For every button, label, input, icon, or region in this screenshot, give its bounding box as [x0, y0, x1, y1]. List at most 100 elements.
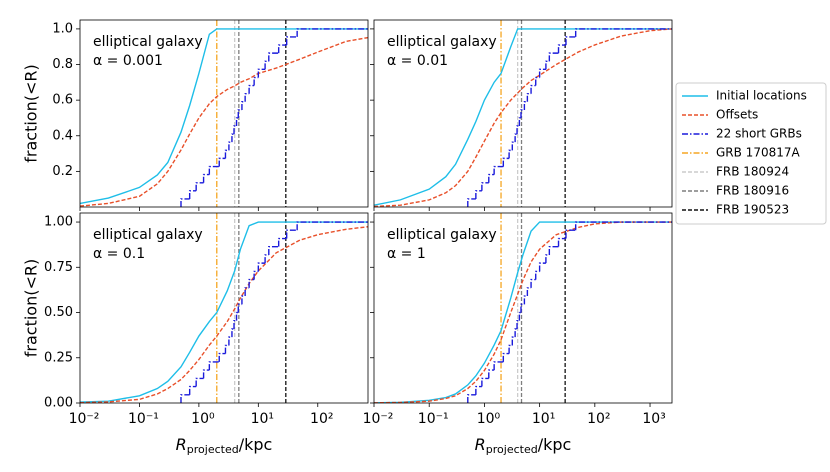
step-segment: [508, 149, 513, 159]
plot-area: [80, 20, 368, 207]
step-segment: [237, 109, 242, 118]
step-segment: [277, 237, 287, 247]
step-segment: [233, 125, 237, 135]
step-segment: [523, 295, 528, 305]
step-segment: [253, 270, 259, 280]
step-segment: [228, 141, 232, 151]
annotation: elliptical galaxy: [93, 34, 203, 50]
annotation: elliptical galaxy: [93, 227, 203, 243]
step-segment: [264, 60, 269, 70]
legend-label: FRB 180916: [716, 184, 789, 198]
step-segment: [511, 336, 516, 346]
y-tick-label: 0.25: [44, 350, 73, 365]
step-segment: [188, 190, 197, 199]
x-tick-label: 10²: [310, 411, 333, 427]
step-segment: [218, 157, 226, 167]
step-segment: [538, 68, 546, 78]
step-segment: [545, 60, 550, 70]
y-tick-label: 0.00: [44, 396, 73, 411]
axes-frame: [79, 19, 369, 208]
step-segment: [516, 319, 520, 329]
legend-label: GRB 170817A: [716, 146, 800, 160]
step-segment: [244, 93, 250, 102]
step-segment: [488, 369, 495, 379]
legend-label: Offsets: [716, 108, 758, 122]
step-segment: [535, 270, 540, 280]
step-segment: [180, 198, 190, 207]
y-axis-label: fraction(<R): [22, 64, 41, 162]
step-segment: [202, 173, 210, 183]
step-segment: [228, 336, 232, 346]
step-segment: [538, 262, 546, 272]
step-segment: [224, 344, 229, 354]
step-segment: [264, 254, 269, 264]
step-segment: [475, 385, 482, 395]
step-segment: [231, 133, 235, 143]
curve: [80, 28, 368, 205]
step-segment: [518, 117, 522, 126]
step-segment: [296, 221, 368, 231]
step-segment: [523, 101, 528, 110]
step-segment: [244, 287, 250, 297]
y-tick-label: 0.2: [52, 164, 73, 179]
annotation: α = 0.001: [93, 53, 163, 69]
step-segment: [268, 52, 279, 62]
step-segment: [224, 149, 229, 159]
step-segment: [548, 52, 559, 62]
step-segment: [493, 165, 504, 175]
x-axis-label: Rprojected/kpc: [475, 435, 572, 457]
x-label-symbol: R: [475, 435, 486, 454]
y-tick-label: 0.50: [44, 305, 73, 320]
step-segment: [277, 44, 287, 54]
legend-label: FRB 180924: [716, 165, 789, 179]
step-segment: [481, 182, 489, 191]
step-segment: [516, 125, 520, 135]
step-segment: [508, 344, 513, 354]
x-label-symbol: R: [176, 435, 187, 454]
step-segment: [511, 141, 516, 151]
curve: [374, 221, 672, 403]
step-segment: [535, 76, 540, 86]
step-segment: [526, 287, 532, 297]
axes-frame: [79, 212, 369, 404]
step-segment: [188, 385, 197, 395]
step-segment: [248, 84, 255, 94]
x-tick-label: 10⁻²: [69, 411, 100, 427]
step-segment: [502, 157, 510, 167]
annotation: elliptical galaxy: [387, 34, 497, 50]
x-tick-label: 10¹: [251, 411, 274, 427]
step-segment: [481, 377, 489, 387]
y-tick-label: 0.75: [44, 260, 73, 275]
y-tick-label: 0.4: [52, 128, 73, 143]
step-segment: [195, 182, 204, 191]
curve: [80, 226, 368, 403]
x-tick-label: 10⁰: [477, 411, 501, 427]
step-segment: [520, 303, 525, 313]
step-segment: [218, 352, 226, 362]
step-segment: [231, 328, 235, 338]
step-segment: [296, 28, 368, 37]
step-segment: [241, 295, 246, 305]
x-label-subscript: projected: [187, 443, 239, 456]
curve: [374, 28, 672, 206]
plot-area: [374, 213, 672, 403]
step-segment: [545, 254, 550, 264]
step-segment: [202, 369, 210, 379]
curve: [374, 28, 672, 207]
step-segment: [235, 311, 239, 321]
curve: [80, 36, 368, 207]
step-segment: [565, 36, 576, 46]
step-segment: [526, 93, 532, 102]
step-segment: [237, 303, 242, 313]
x-tick-label: 10⁻²: [363, 411, 394, 427]
x-label-subscript: projected: [486, 443, 538, 456]
y-tick-label: 1.00: [44, 215, 73, 230]
step-segment: [514, 328, 518, 338]
x-tick-label: 10³: [642, 411, 665, 427]
step-segment: [241, 101, 246, 110]
step-segment: [518, 311, 522, 321]
annotation: elliptical galaxy: [387, 227, 497, 243]
step-segment: [574, 221, 672, 231]
annotation: α = 1: [387, 246, 426, 262]
step-segment: [285, 36, 298, 46]
